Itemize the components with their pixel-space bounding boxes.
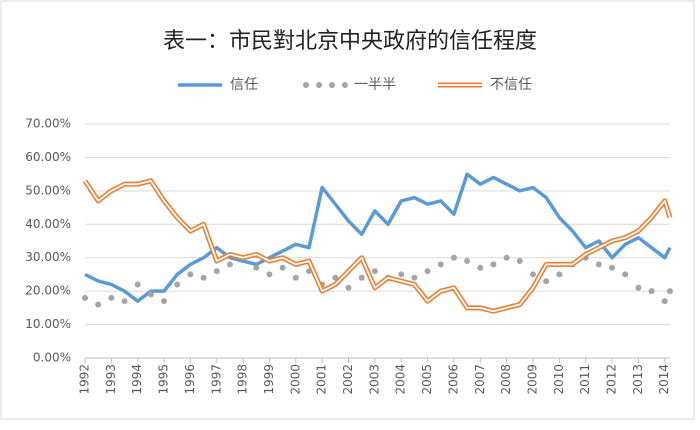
dot	[371, 268, 378, 275]
x-tick-label: 2004	[394, 364, 408, 395]
x-tick-label: 2009	[525, 364, 539, 395]
legend-symbol	[316, 82, 322, 88]
dot	[622, 271, 629, 278]
dot	[187, 271, 194, 278]
legend-symbol	[303, 82, 309, 88]
dot	[358, 274, 365, 281]
x-tick-label: 1995	[157, 364, 171, 395]
line	[84, 172, 672, 303]
x-tick-label: 2010	[552, 364, 566, 395]
legend-label: 不信任	[490, 77, 532, 93]
dot	[503, 254, 510, 261]
dot	[648, 288, 655, 295]
y-tick-label: 30.00%	[25, 250, 71, 264]
x-tick-label: 2013	[631, 364, 645, 395]
x-tick-label: 2000	[288, 364, 302, 395]
chart-title: 表一：市民對北京中央政府的信任程度	[163, 29, 537, 54]
line-inner	[84, 179, 671, 313]
x-tick-label: 2002	[341, 364, 355, 395]
dot	[332, 274, 339, 281]
y-tick-label: 60.00%	[25, 150, 71, 164]
legend-label: 一半半	[354, 77, 396, 93]
dot	[477, 264, 484, 271]
legend-symbol	[329, 82, 335, 88]
dot	[450, 254, 457, 261]
dot	[667, 288, 673, 295]
dot	[108, 294, 115, 301]
dot	[253, 264, 260, 271]
dot	[411, 274, 418, 281]
x-tick-label: 2001	[315, 364, 329, 395]
x-tick-label: 2005	[420, 364, 434, 395]
x-tick-label: 1994	[130, 364, 144, 395]
x-tick-label: 1997	[209, 364, 223, 395]
legend-label: 信任	[230, 77, 258, 93]
dot	[161, 298, 168, 305]
dot	[95, 301, 102, 308]
y-tick-label: 70.00%	[25, 117, 71, 131]
dot	[556, 271, 563, 278]
dot	[516, 258, 523, 265]
x-tick-label: 1993	[104, 364, 118, 395]
x-tick-label: 1992	[78, 364, 92, 395]
dot	[82, 294, 88, 301]
dot	[595, 261, 602, 268]
x-tick-label: 2006	[446, 364, 460, 395]
dot	[292, 274, 299, 281]
y-tick-label: 0.00%	[33, 351, 71, 365]
x-tick-label: 2011	[578, 364, 592, 395]
dot	[543, 278, 550, 285]
dot	[437, 261, 444, 268]
x-tick-label: 1999	[262, 364, 276, 395]
x-tick-label: 2014	[657, 364, 671, 395]
dot	[345, 284, 352, 291]
dot	[174, 281, 181, 288]
dot	[609, 264, 616, 271]
x-tick-label: 2012	[605, 364, 619, 395]
dot	[226, 261, 233, 268]
dot	[529, 271, 536, 278]
x-tick-label: 2007	[473, 364, 487, 395]
dot	[464, 258, 471, 265]
y-tick-label: 20.00%	[25, 284, 71, 298]
x-tick-label: 1996	[183, 364, 197, 395]
y-tick-label: 10.00%	[25, 317, 71, 331]
dot	[213, 268, 220, 275]
dot	[398, 271, 405, 278]
dot	[635, 284, 642, 291]
dot	[424, 268, 431, 275]
chart-border	[0, 0, 695, 420]
dot	[134, 281, 141, 288]
legend-symbol	[342, 82, 348, 88]
dot	[147, 291, 154, 298]
dot	[200, 274, 207, 281]
dot	[266, 271, 273, 278]
x-tick-label: 2003	[367, 364, 381, 395]
x-tick-label: 2008	[499, 364, 513, 395]
x-tick-label: 1998	[236, 364, 250, 395]
dot	[121, 298, 128, 305]
y-tick-label: 50.00%	[25, 183, 71, 197]
dot	[661, 298, 668, 305]
y-tick-label: 40.00%	[25, 217, 71, 231]
dot	[279, 264, 286, 271]
dot	[490, 261, 497, 268]
